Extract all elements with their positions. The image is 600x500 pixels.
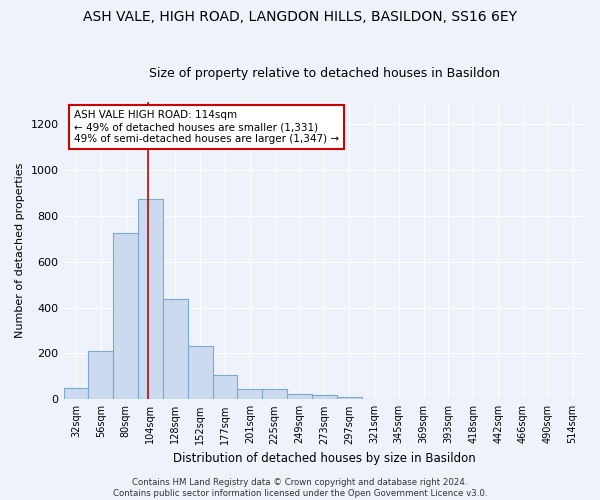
- Text: Contains HM Land Registry data © Crown copyright and database right 2024.
Contai: Contains HM Land Registry data © Crown c…: [113, 478, 487, 498]
- Bar: [337, 397, 362, 400]
- Title: Size of property relative to detached houses in Basildon: Size of property relative to detached ho…: [149, 66, 500, 80]
- Text: ASH VALE HIGH ROAD: 114sqm
← 49% of detached houses are smaller (1,331)
49% of s: ASH VALE HIGH ROAD: 114sqm ← 49% of deta…: [74, 110, 339, 144]
- Text: ASH VALE, HIGH ROAD, LANGDON HILLS, BASILDON, SS16 6EY: ASH VALE, HIGH ROAD, LANGDON HILLS, BASI…: [83, 10, 517, 24]
- X-axis label: Distribution of detached houses by size in Basildon: Distribution of detached houses by size …: [173, 452, 476, 465]
- Y-axis label: Number of detached properties: Number of detached properties: [15, 162, 25, 338]
- Bar: [113, 233, 138, 400]
- Bar: [238, 388, 262, 400]
- Bar: [188, 346, 212, 400]
- Bar: [64, 388, 88, 400]
- Bar: [138, 199, 163, 400]
- Bar: [88, 350, 113, 400]
- Bar: [312, 395, 337, 400]
- Bar: [163, 298, 188, 400]
- Bar: [287, 394, 312, 400]
- Bar: [212, 374, 238, 400]
- Bar: [262, 390, 287, 400]
